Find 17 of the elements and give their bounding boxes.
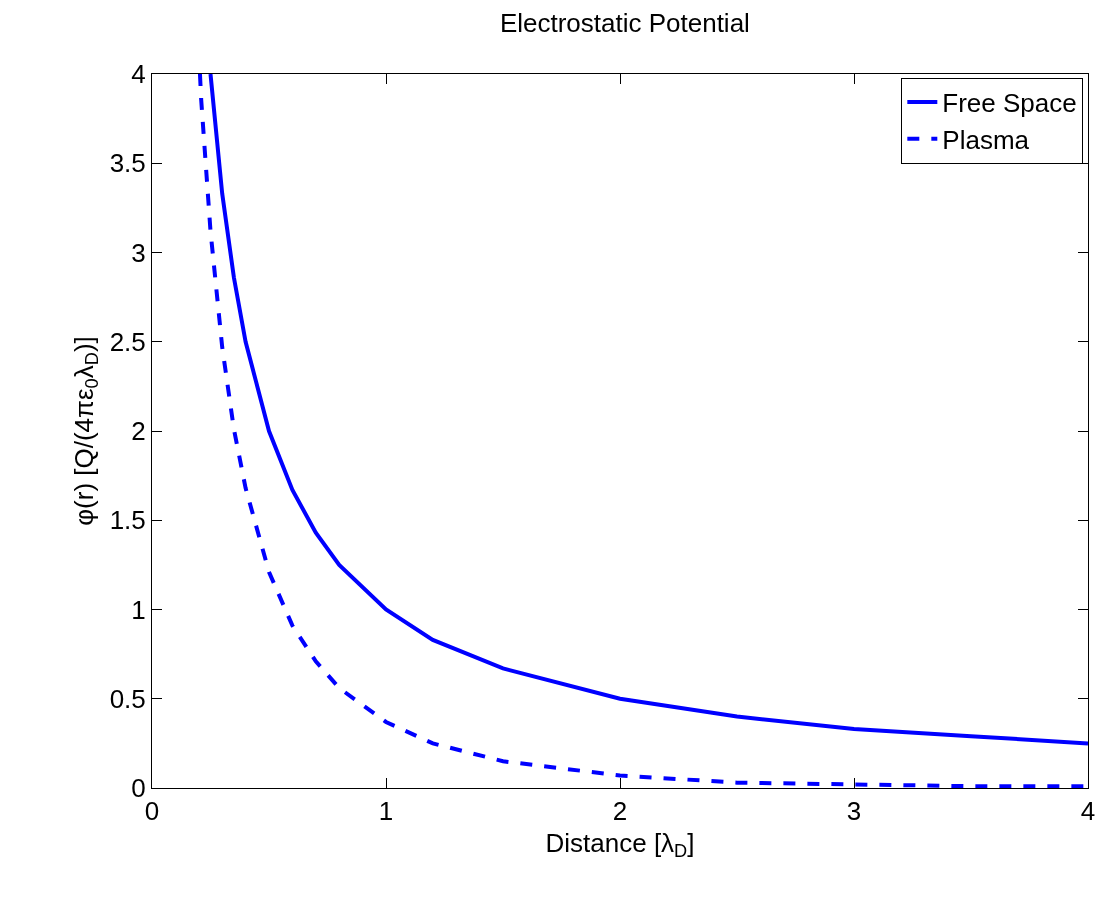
y-tick-label: 3.5 — [109, 148, 146, 179]
legend-label: Plasma — [942, 124, 1030, 155]
x-tick-label: 1 — [378, 796, 394, 827]
x-axis-title: Distance [λ$_{D}$] — [545, 827, 695, 862]
x-tick-label: 3 — [846, 796, 862, 827]
x-tick-label: 4 — [1080, 796, 1096, 827]
x-tick-label: 2 — [612, 796, 628, 827]
y-tick-label: 4 — [131, 59, 146, 90]
y-tick-label: 2 — [131, 416, 146, 447]
y-tick-label: 0 — [131, 773, 146, 804]
y-tick-label: 1.5 — [109, 505, 146, 536]
chart-title: Electrostatic Potential — [499, 7, 750, 38]
legend-label: Free Space — [942, 88, 1077, 119]
y-tick-label: 0.5 — [109, 683, 146, 714]
y-tick-label: 1 — [131, 594, 146, 625]
y-tick-label: 2.5 — [109, 326, 146, 357]
y-tick-label: 3 — [131, 237, 146, 268]
